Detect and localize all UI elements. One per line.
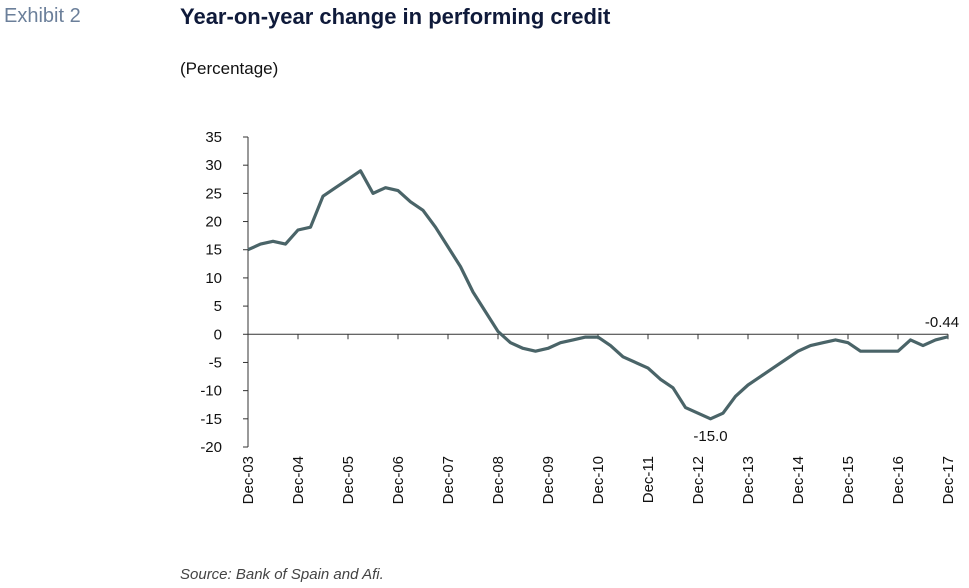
chart-title: Year-on-year change in performing credit bbox=[180, 4, 611, 29]
y-tick-label: 35 bbox=[205, 129, 222, 146]
x-tick-label: Dec-11 bbox=[640, 456, 657, 503]
x-tick-label: Dec-09 bbox=[540, 456, 557, 504]
y-tick-label: 30 bbox=[205, 157, 222, 174]
x-tick-label: Dec-04 bbox=[290, 456, 307, 504]
y-tick-label: -10 bbox=[200, 383, 222, 400]
value-label: -15.0 bbox=[693, 428, 727, 445]
y-tick-label: -20 bbox=[200, 439, 222, 456]
y-tick-label: 25 bbox=[205, 185, 222, 202]
x-tick-label: Dec-14 bbox=[790, 456, 807, 504]
x-tick-label: Dec-03 bbox=[240, 456, 257, 504]
value-label: -0.44 bbox=[925, 314, 959, 331]
x-tick-label: Dec-05 bbox=[340, 456, 357, 504]
x-tick-label: Dec-16 bbox=[890, 456, 907, 504]
y-tick-label: 10 bbox=[205, 270, 222, 287]
y-tick-label: -15 bbox=[200, 411, 222, 428]
data-line bbox=[247, 169, 949, 421]
x-tick-label: Dec-13 bbox=[740, 456, 757, 504]
y-tick-label: 15 bbox=[205, 242, 222, 259]
y-tick-label: -5 bbox=[209, 354, 222, 371]
x-tick-label: Dec-12 bbox=[690, 456, 707, 504]
x-tick-label: Dec-06 bbox=[390, 456, 407, 504]
chart-subtitle: (Percentage) bbox=[180, 59, 278, 78]
x-tick-label: Dec-07 bbox=[440, 456, 457, 504]
y-tick-label: 20 bbox=[205, 214, 222, 231]
y-tick-label: 5 bbox=[214, 298, 222, 315]
source-note: Source: Bank of Spain and Afi. bbox=[180, 566, 384, 583]
x-tick-label: Dec-08 bbox=[490, 456, 507, 504]
exhibit-label: Exhibit 2 bbox=[4, 5, 81, 27]
x-tick-label: Dec-10 bbox=[590, 456, 607, 504]
x-tick-label: Dec-15 bbox=[840, 456, 857, 504]
x-tick-label: Dec-17 bbox=[940, 456, 957, 504]
y-tick-label: 0 bbox=[214, 326, 222, 343]
